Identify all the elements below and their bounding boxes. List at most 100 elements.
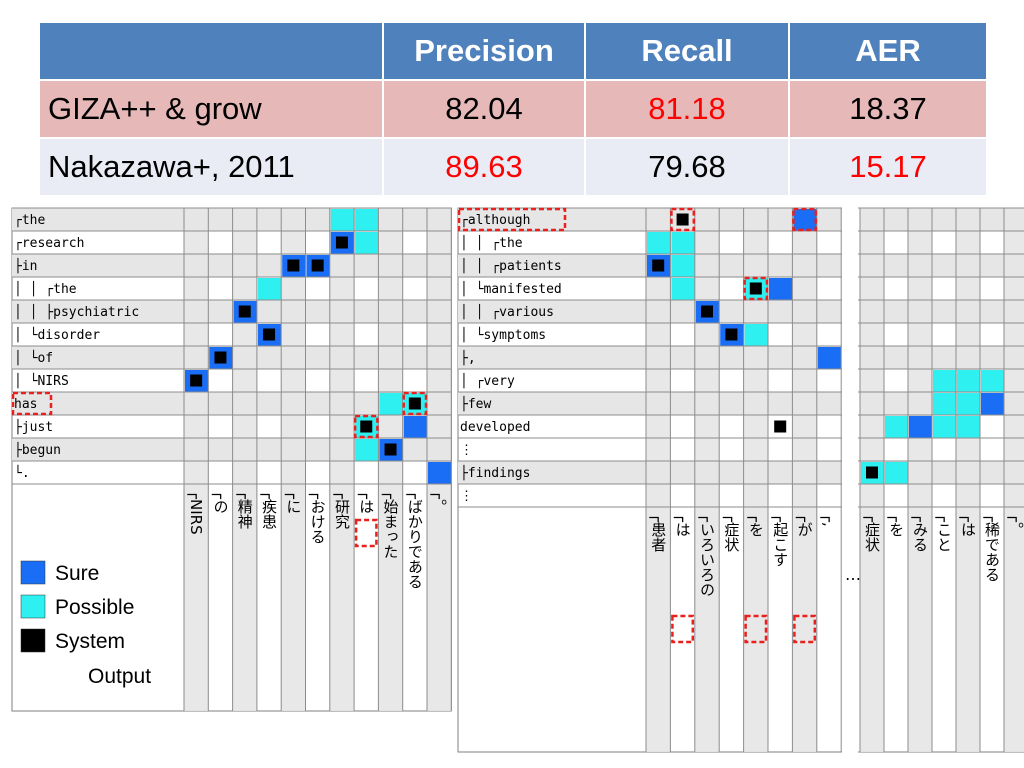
label-highlight-box (793, 614, 817, 644)
possible-cell (957, 370, 980, 392)
possible-cell (355, 209, 379, 231)
cell-highlight-box (792, 207, 818, 232)
system-output-mark (214, 351, 227, 364)
row-label: ├begun (14, 441, 61, 458)
system-output-mark (263, 328, 276, 341)
possible-cell (355, 232, 379, 254)
column-label: ┌こと (935, 513, 953, 552)
row-label: ├findings (460, 464, 530, 481)
shaded-column (908, 208, 932, 752)
system-output-mark (190, 374, 203, 387)
label-highlight-box (354, 518, 378, 548)
recall-cell: 81.18 (584, 79, 790, 139)
row-label: ├in (14, 257, 37, 274)
column-label: ┌精神 (236, 490, 254, 529)
row-label: │ ┌very (460, 372, 515, 389)
results-header-corner (38, 21, 384, 81)
column-label: ┌。 (430, 490, 448, 514)
sure-cell (793, 209, 817, 231)
system-output-mark (384, 443, 397, 456)
shaded-column (329, 208, 355, 711)
cell-highlight-box (743, 276, 769, 301)
possible-cell (933, 370, 956, 392)
precision-cell: 82.04 (382, 79, 586, 139)
possible-cell (744, 324, 768, 346)
shaded-column (694, 208, 720, 752)
shaded-column (956, 208, 980, 752)
row-highlight-box (457, 207, 567, 232)
column-label: ┌が (796, 513, 814, 537)
row-label: ⋮ (460, 489, 473, 504)
row-label: │ │ ├psychiatric (14, 303, 139, 320)
row-label: └. (14, 464, 30, 481)
system-output-mark (238, 305, 251, 318)
right-grid-group: ┌患者 ┌は ┌いろいろの ┌症状 ┌を ┌起こす ┌が ┌, ┌症状 ┌を ┌みる ┌こと ┌は ┌稀で… (457, 207, 1024, 753)
legend-label: Sure (55, 562, 99, 585)
legend-swatch (20, 560, 46, 585)
system-output-mark (287, 259, 300, 272)
column-label: ┌ばかりである (406, 490, 424, 589)
system-output-mark (774, 420, 787, 433)
column-label: ┌研究 (333, 490, 351, 530)
system-output-mark (701, 305, 713, 318)
column-label: ┌NIRS (187, 490, 205, 535)
results-row-nakazawa: Nakazawa+, 2011 89.63 79.68 15.17 (38, 137, 988, 197)
column-label: ┌を (747, 513, 765, 537)
results-table: Precision Recall AER GIZA++ & grow 82.04… (38, 21, 988, 197)
left-grid-group: ┌NIRS ┌の ┌精神 ┌疾患 ┌に ┌おける ┌研究 ┌は ┌始まった ┌ばかりである ┌。 ┌t… (11, 207, 452, 712)
system-output-mark (335, 236, 348, 249)
possible-cell (330, 209, 355, 231)
system-output-mark (652, 259, 665, 272)
ellipsis-label: … (845, 565, 861, 584)
row-label: │ └disorder (14, 326, 100, 343)
shaded-row (860, 346, 1024, 369)
possible-cell (355, 439, 379, 461)
row-label: │ └symptoms (460, 326, 546, 343)
shaded-column (646, 208, 671, 752)
column-label: ┌いろいろの (698, 513, 716, 597)
possible-cell (257, 278, 282, 300)
results-header-recall: Recall (584, 21, 790, 81)
row-label: │ │ ┌the (14, 280, 77, 297)
cell-highlight-box (353, 414, 379, 439)
sure-cell (428, 462, 452, 484)
legend-label: Output (88, 665, 151, 688)
column-label: ┌始まった (382, 490, 400, 559)
column-label: ┌を (887, 513, 905, 537)
system-output-mark (866, 466, 878, 479)
row-label: ┌the (14, 213, 45, 228)
panel-separator (842, 205, 858, 755)
column-label: ┌は (959, 513, 977, 537)
results-header-precision: Precision (382, 21, 586, 81)
shaded-row (860, 208, 1024, 231)
column-label: ┌の (211, 490, 229, 514)
possible-cell (957, 393, 980, 415)
shaded-row (860, 461, 1024, 484)
column-label: ┌患者 (649, 513, 667, 552)
column-label: ┌疾患 (260, 490, 278, 529)
column-label: ┌は (674, 513, 692, 537)
sure-cell (981, 393, 1004, 415)
column-label: ┌は (357, 490, 375, 514)
column-label: ┌。 (1007, 513, 1024, 537)
recall-cell: 79.68 (584, 137, 790, 197)
system-output-mark (408, 397, 421, 410)
row-label: │ └of (14, 349, 53, 366)
results-header-aer: AER (788, 21, 988, 81)
row-label: │ │ ┌patients (460, 257, 562, 274)
shaded-column (232, 208, 257, 711)
shaded-column (1004, 208, 1024, 752)
row-label: Nakazawa+, 2011 (38, 137, 384, 197)
cell-highlight-box (402, 391, 428, 416)
column-label: ┌, (820, 513, 838, 527)
row-label: │ └NIRS (14, 372, 69, 389)
row-label: GIZA++ & grow (38, 79, 384, 139)
system-output-mark (749, 282, 762, 295)
possible-cell (981, 370, 1004, 392)
shaded-column (184, 208, 209, 711)
row-label: developed (460, 420, 530, 435)
column-label: ┌起こす (771, 513, 789, 567)
legend-label: System (55, 630, 125, 653)
shaded-column (281, 208, 306, 711)
system-output-mark (311, 259, 324, 272)
